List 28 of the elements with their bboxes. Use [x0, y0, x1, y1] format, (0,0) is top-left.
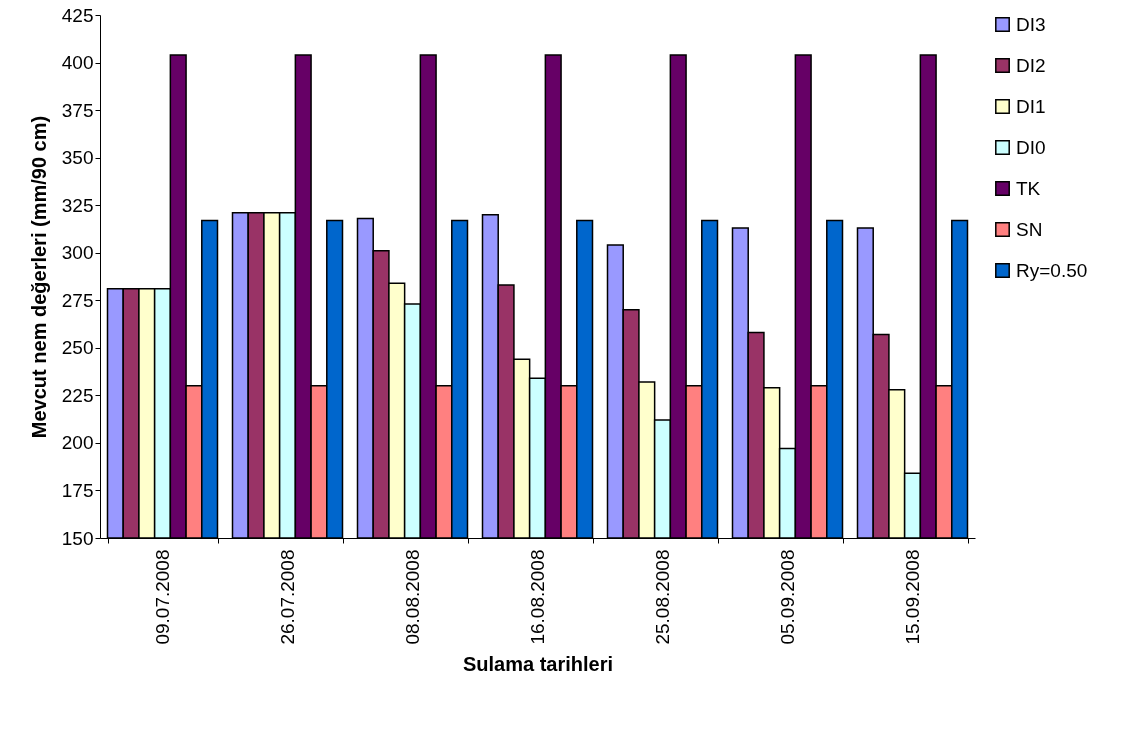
- y-tick-label: 200: [61, 432, 94, 454]
- legend-label: Ry=0.50: [1016, 259, 1088, 281]
- x-tick-label: 05.09.2008: [777, 549, 798, 645]
- legend-label: DI0: [1016, 136, 1046, 158]
- x-axis-title: Sulama tarihleri: [462, 652, 614, 675]
- y-tick-label: 325: [61, 194, 94, 216]
- y-tick-label: 400: [61, 52, 94, 74]
- x-tick-label: 26.07.2008: [277, 549, 298, 645]
- y-tick-label: 350: [61, 147, 94, 169]
- x-tick-label: 15.09.2008: [902, 549, 923, 645]
- y-tick-label: 275: [61, 289, 94, 311]
- y-tick-label: 375: [61, 99, 94, 121]
- legend-label: DI2: [1016, 54, 1046, 76]
- x-tick-label: 09.07.2008: [152, 549, 173, 645]
- legend-label: DI1: [1016, 95, 1046, 117]
- legend-label: SN: [1016, 218, 1043, 240]
- y-axis-title: Mevcut nem değerleri (mm/90 cm): [27, 115, 50, 439]
- x-tick-label: 08.08.2008: [402, 549, 423, 645]
- y-tick-label: 225: [61, 384, 94, 406]
- legend-label: TK: [1016, 177, 1041, 199]
- y-tick-label: 150: [61, 527, 94, 549]
- y-tick-label: 300: [61, 242, 94, 264]
- y-tick-label: 250: [61, 337, 94, 359]
- y-tick-label: 175: [61, 479, 94, 501]
- x-tick-label: 16.08.2008: [527, 549, 548, 645]
- y-tick-label: 425: [61, 4, 94, 26]
- legend-label: DI3: [1016, 13, 1046, 35]
- x-tick-label: 25.08.2008: [652, 549, 673, 645]
